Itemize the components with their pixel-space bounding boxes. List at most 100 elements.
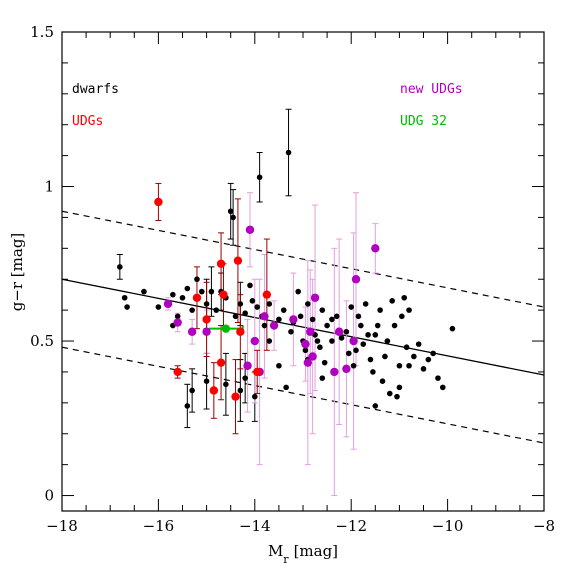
udg-point: [216, 358, 226, 367]
dwarf-point: [189, 387, 195, 394]
dwarf-point: [401, 294, 408, 301]
dwarf-point: [374, 322, 381, 329]
udg-point: [231, 392, 240, 401]
dwarf-point: [208, 288, 215, 295]
dwarf-point: [355, 313, 362, 320]
dwarf-point: [288, 328, 294, 335]
dwarf-point: [384, 338, 391, 344]
dwarf-point: [430, 350, 436, 357]
new-udg-point: [187, 327, 197, 336]
new-udg-point: [269, 321, 279, 330]
dwarf-point: [411, 353, 417, 360]
dwarf-point: [435, 375, 441, 381]
x-tick-label: −8: [533, 517, 555, 535]
dwarf-point: [358, 322, 364, 329]
dwarf-point: [223, 381, 229, 388]
x-axis-label-unit: [mag]: [294, 542, 338, 560]
lower-bound-line: [61, 346, 545, 444]
dwarf-point: [329, 338, 335, 344]
dwarf-point: [420, 366, 427, 372]
dwarf-point: [345, 350, 352, 357]
dwarf-point: [329, 316, 335, 323]
legend-udg32: UDG 32: [400, 114, 447, 129]
dwarf-point: [406, 362, 412, 369]
new-udg-point: [245, 225, 255, 234]
udg-point: [262, 290, 272, 299]
dwarf-point: [237, 301, 244, 307]
dwarf-point: [179, 294, 186, 301]
udg32-point: [221, 324, 231, 333]
new-udg-point: [330, 367, 339, 377]
y-tick-label: 0.5: [30, 332, 54, 350]
new-udg-point: [351, 275, 361, 284]
data-points: [117, 149, 456, 409]
udg-point: [202, 315, 211, 324]
x-tick-label: −16: [143, 517, 175, 535]
dwarf-point: [319, 375, 326, 381]
udg-point: [209, 386, 219, 395]
new-udg-point: [342, 364, 351, 374]
dwarf-point: [391, 322, 398, 329]
x-axis-label-main: M: [268, 542, 283, 560]
dwarf-point: [439, 384, 446, 391]
dwarf-point: [266, 338, 273, 344]
new-udg-point: [301, 339, 310, 349]
dwarf-point: [333, 313, 340, 320]
legend-dwarfs: dwarfs: [72, 82, 119, 97]
new-udg-point: [250, 336, 259, 346]
y-tick-label: 1: [44, 178, 54, 196]
dwarf-point: [237, 387, 244, 394]
x-tick-label: −10: [432, 517, 464, 535]
dwarf-point: [203, 378, 210, 385]
error-bars: [116, 108, 379, 497]
dwarf-point: [317, 344, 323, 351]
dwarf-point: [124, 304, 130, 310]
dwarf-point: [372, 403, 379, 409]
dwarf-point: [297, 313, 304, 320]
upper-bound-line: [61, 210, 545, 308]
dwarf-point: [348, 304, 355, 310]
dwarf-point: [213, 307, 220, 313]
dwarf-point: [415, 341, 422, 347]
dwarf-point: [389, 298, 395, 304]
dwarf-point: [338, 335, 345, 341]
new-udg-point: [306, 327, 315, 336]
dwarf-point: [247, 282, 253, 289]
dwarf-point: [396, 384, 403, 391]
x-tick-label: −14: [239, 517, 271, 535]
dwarf-point: [155, 304, 162, 310]
new-udg-point: [243, 361, 252, 370]
dwarf-point: [198, 288, 205, 295]
dwarf-point: [227, 208, 234, 215]
dwarf-point: [406, 307, 412, 313]
new-udg-point: [173, 318, 182, 327]
dwarf-point: [377, 307, 383, 313]
udg-point: [253, 367, 262, 377]
dwarf-point: [302, 347, 309, 354]
dwarf-point: [449, 325, 456, 332]
x-axis-label-sub: r: [283, 553, 289, 566]
axis-ticks: −18 −16 −14 −12 −10 −8 0 0.5 1 1.5: [30, 23, 555, 535]
dwarf-point: [370, 369, 376, 375]
dwarf-point: [141, 288, 147, 295]
dwarf-point: [295, 288, 301, 295]
new-udg-point: [349, 336, 358, 346]
new-udg-point: [371, 244, 380, 253]
dwarf-point: [362, 301, 369, 307]
dwarf-point: [314, 338, 321, 344]
y-tick-label: 1.5: [30, 23, 54, 41]
new-udg-point: [303, 358, 313, 367]
dwarf-point: [280, 307, 287, 313]
fit-line: [61, 278, 545, 376]
dwarf-point: [399, 313, 405, 320]
dwarf-point: [266, 301, 273, 307]
dwarf-point: [396, 362, 403, 369]
dwarf-point: [285, 149, 292, 156]
dwarf-point: [283, 384, 289, 391]
dwarf-point: [365, 332, 371, 338]
dwarf-point: [276, 316, 282, 323]
dwarf-point: [170, 291, 176, 298]
dwarf-point: [372, 332, 379, 338]
dwarf-point: [261, 322, 268, 329]
udg-point: [216, 259, 226, 268]
